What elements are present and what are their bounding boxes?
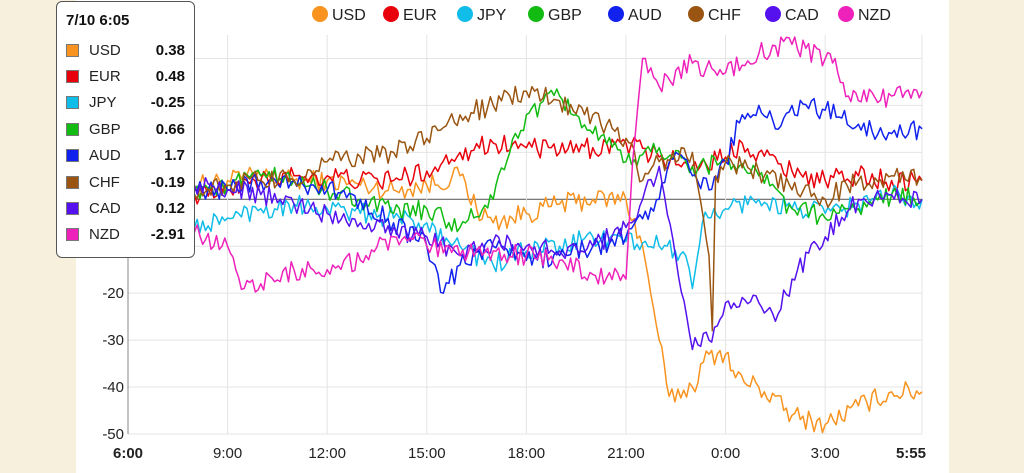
y-tick-label: -40 — [102, 379, 124, 396]
legend-item-chf[interactable]: CHF — [688, 6, 741, 24]
tooltip-row-nzd: NZD -2.91 — [66, 222, 185, 248]
legend-item-gbp[interactable]: GBP — [528, 6, 582, 24]
line-chart[interactable]: -50-40-30-20-1001020306:009:0012:0015:00… — [76, 0, 949, 473]
legend-marker — [312, 6, 328, 22]
tooltip-currency: GBP — [89, 120, 121, 138]
tooltip-value: 0.66 — [155, 120, 185, 138]
tooltip-currency: CAD — [89, 200, 121, 218]
legend-label: USD — [332, 7, 366, 24]
tooltip-swatch — [66, 43, 79, 57]
tooltip-value: -2.91 — [150, 226, 185, 244]
legend-item-jpy[interactable]: JPY — [457, 6, 507, 24]
legend-label: GBP — [548, 7, 582, 24]
legend-marker — [688, 6, 704, 22]
legend-label: AUD — [628, 7, 662, 24]
y-tick-label: -50 — [102, 426, 124, 443]
legend-marker — [608, 6, 624, 22]
x-tick-label: 6:00 — [113, 445, 143, 462]
tooltip-value: -0.25 — [150, 94, 185, 112]
y-tick-label: -20 — [102, 285, 124, 302]
tooltip-row-cad: CAD 0.12 — [66, 195, 185, 221]
legend-label: CAD — [785, 7, 819, 24]
tooltip-swatch — [66, 228, 79, 242]
tooltip-value: 1.7 — [164, 147, 185, 165]
legend-marker — [838, 6, 854, 22]
tooltip-currency: EUR — [89, 68, 121, 86]
tooltip-row-usd: USD 0.38 — [66, 37, 185, 63]
legend-item-aud[interactable]: AUD — [608, 6, 662, 24]
series-line-gbp[interactable] — [127, 88, 923, 233]
legend-item-nzd[interactable]: NZD — [838, 6, 891, 24]
legend-item-usd[interactable]: USD — [312, 6, 366, 24]
tooltip-swatch — [66, 149, 79, 163]
legend-label: JPY — [477, 7, 507, 24]
legend-label: NZD — [858, 7, 891, 24]
y-tick-label: -30 — [102, 332, 124, 349]
series-line-jpy[interactable] — [127, 184, 923, 290]
tooltip-panel: 7/10 6:05 USD 0.38 EUR 0.48 JPY -0.25 GBP 0.66 A… — [56, 1, 195, 258]
legend-marker — [383, 6, 399, 22]
legend-marker — [528, 6, 544, 22]
tooltip-title: 7/10 6:05 — [66, 12, 130, 29]
legend-item-cad[interactable]: CAD — [765, 6, 819, 24]
x-tick-label: 3:00 — [811, 445, 840, 462]
series-line-usd[interactable] — [127, 166, 923, 434]
legend-marker — [765, 6, 781, 22]
x-tick-label: 15:00 — [408, 445, 446, 462]
x-tick-label: 18:00 — [508, 445, 546, 462]
tooltip-row-eur: EUR 0.48 — [66, 63, 185, 89]
tooltip-currency: NZD — [89, 226, 120, 244]
tooltip-value: -0.19 — [150, 173, 185, 191]
legend-item-eur[interactable]: EUR — [383, 6, 437, 24]
tooltip-swatch — [66, 122, 79, 136]
series-line-aud[interactable] — [127, 97, 923, 294]
tooltip-currency: JPY — [89, 94, 117, 112]
tooltip-swatch — [66, 96, 79, 110]
tooltip-currency: USD — [89, 41, 121, 59]
x-tick-label: 5:55 — [896, 445, 926, 462]
x-tick-label: 9:00 — [213, 445, 242, 462]
series-line-nzd[interactable] — [127, 36, 923, 293]
legend-marker — [457, 6, 473, 22]
legend-label: EUR — [403, 7, 437, 24]
tooltip-row-gbp: GBP 0.66 — [66, 116, 185, 142]
series-line-cad[interactable] — [127, 165, 923, 351]
tooltip-value: 0.48 — [155, 68, 185, 86]
x-tick-label: 12:00 — [308, 445, 346, 462]
tooltip-currency: AUD — [89, 147, 121, 165]
tooltip-swatch — [66, 70, 79, 84]
tooltip-row-aud: AUD 1.7 — [66, 143, 185, 169]
x-tick-label: 21:00 — [607, 445, 645, 462]
series-line-chf[interactable] — [127, 85, 923, 332]
tooltip-swatch — [66, 202, 79, 216]
tooltip-value: 0.38 — [155, 41, 185, 59]
tooltip-value: 0.12 — [155, 200, 185, 218]
chart-panel: -50-40-30-20-1001020306:009:0012:0015:00… — [76, 0, 949, 473]
tooltip-row-jpy: JPY -0.25 — [66, 90, 185, 116]
legend-label: CHF — [708, 7, 741, 24]
x-tick-label: 0:00 — [711, 445, 740, 462]
tooltip-row-chf: CHF -0.19 — [66, 169, 185, 195]
tooltip-currency: CHF — [89, 173, 120, 191]
tooltip-swatch — [66, 175, 79, 189]
